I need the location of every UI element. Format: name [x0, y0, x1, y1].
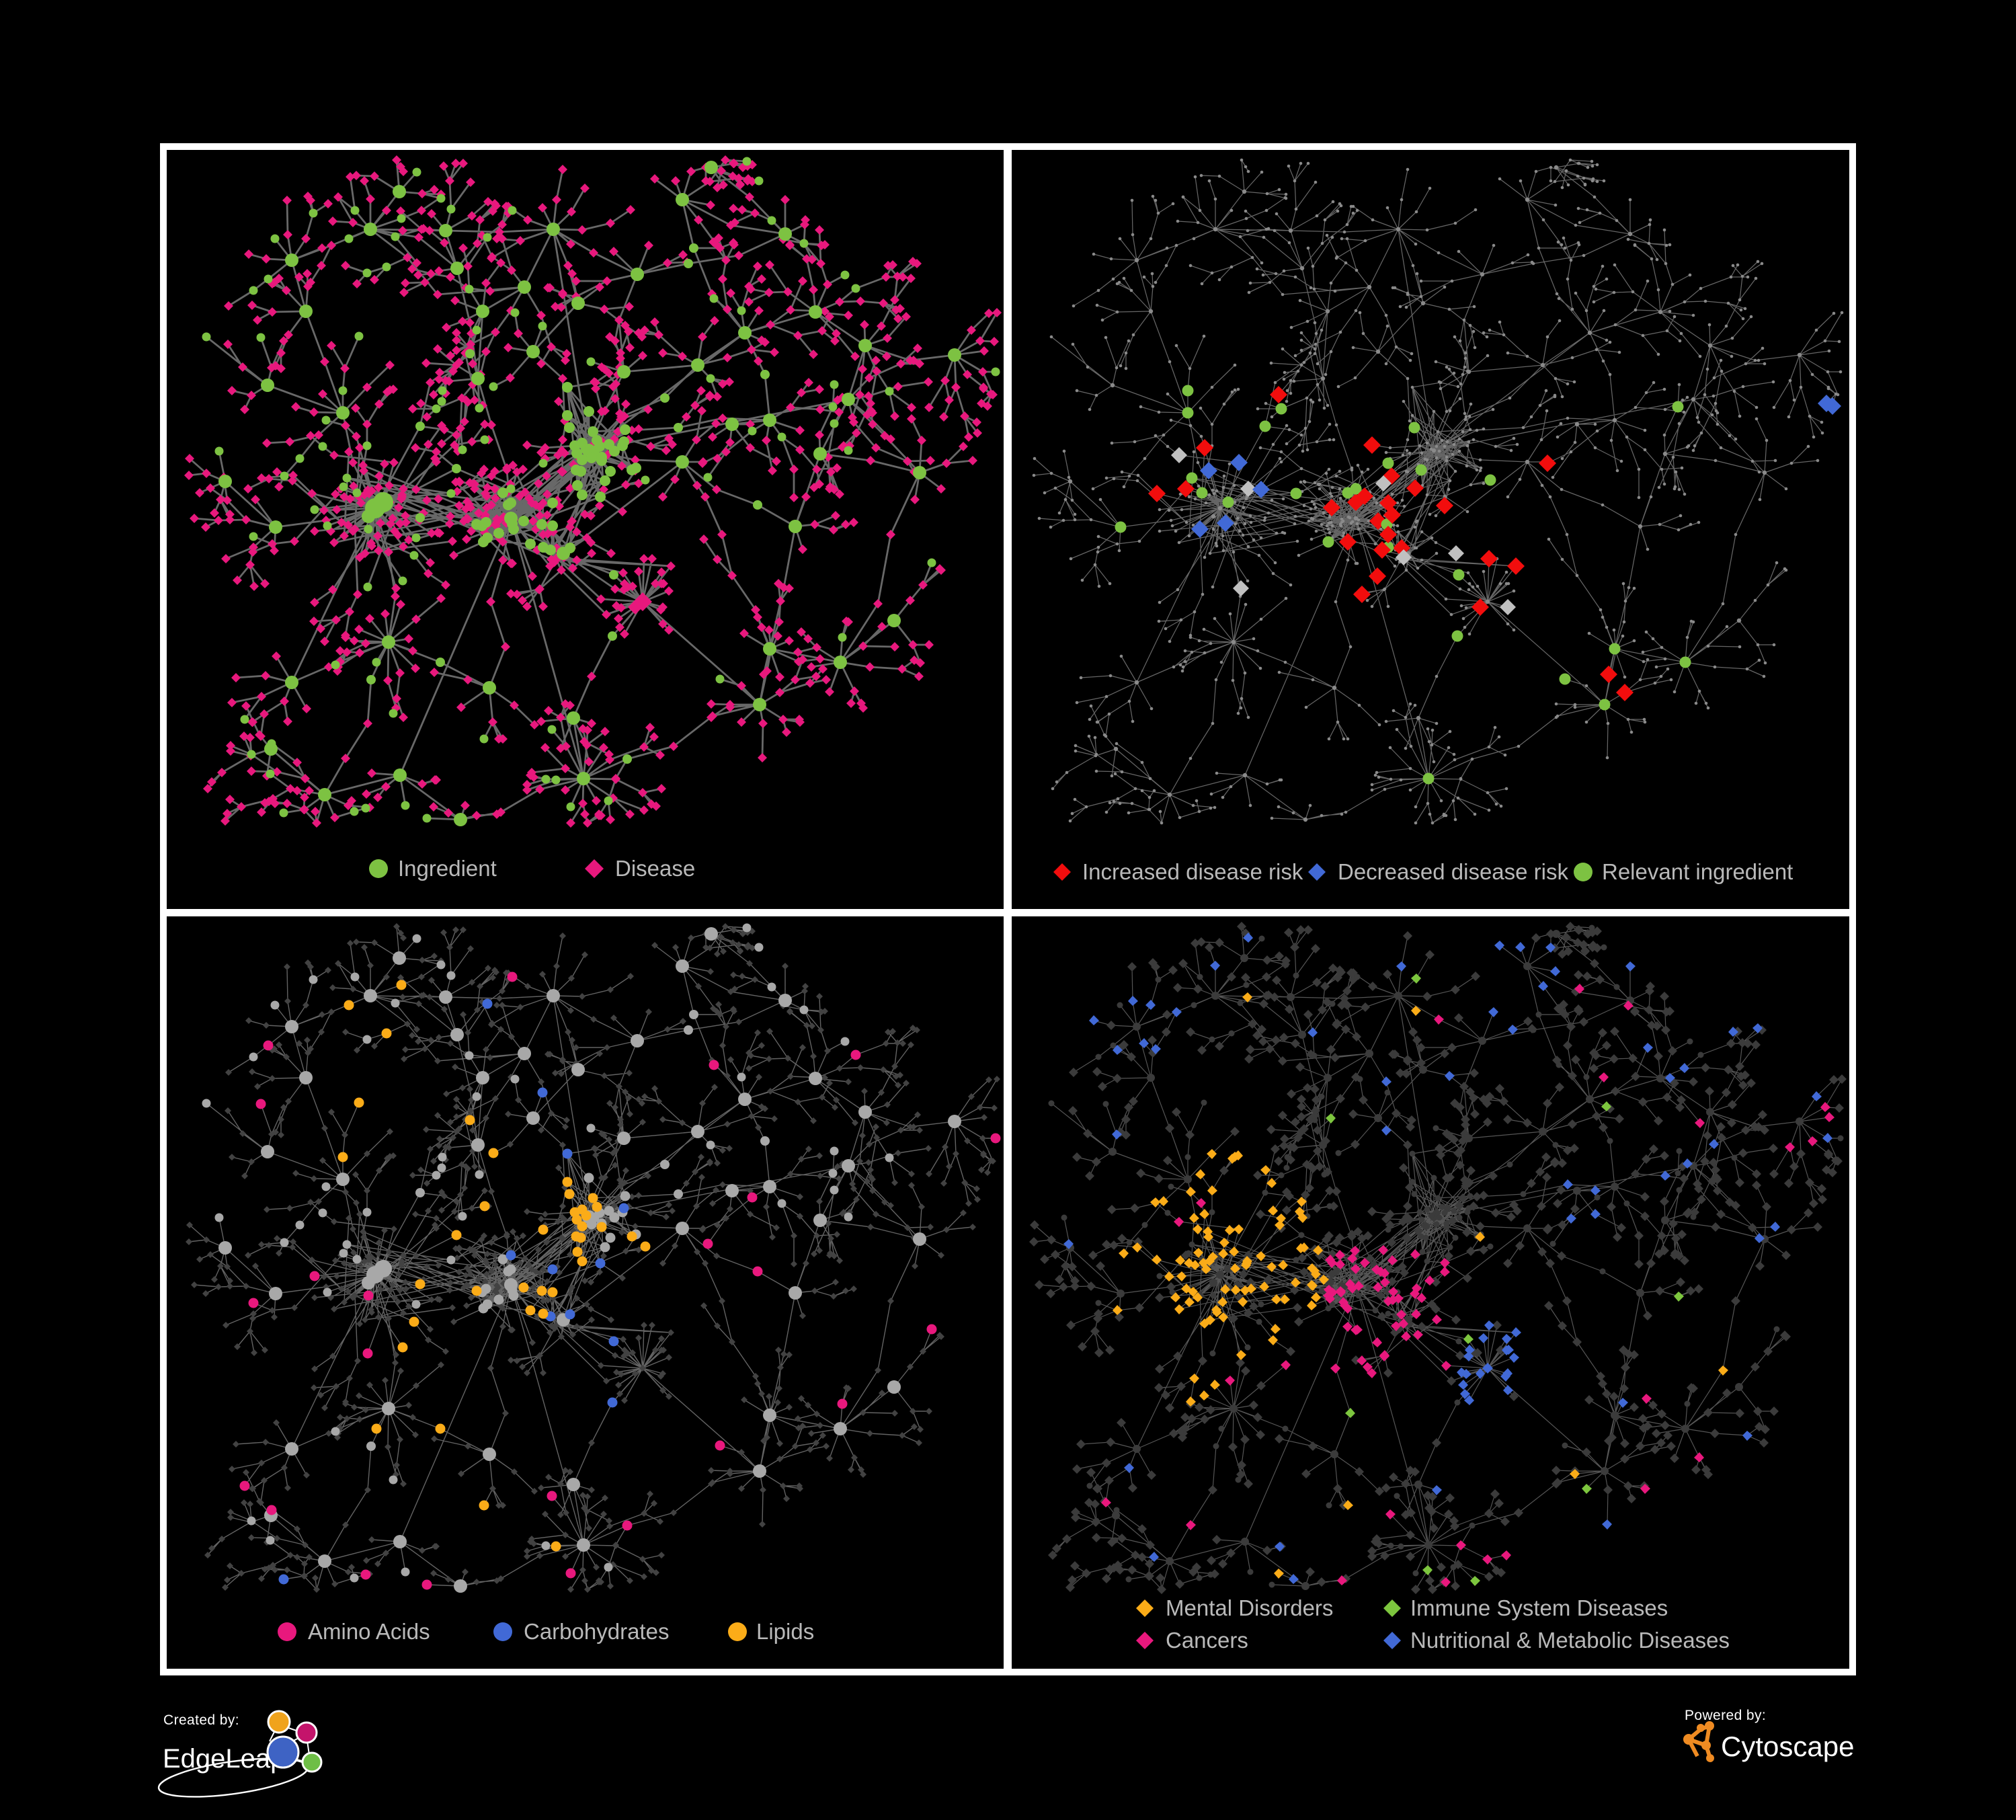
- svg-text:Decreased disease risk: Decreased disease risk: [1338, 859, 1568, 884]
- svg-text:Nutritional & Metabolic Diseas: Nutritional & Metabolic Diseases: [1410, 1628, 1730, 1653]
- svg-text:Carbohydrates: Carbohydrates: [524, 1619, 669, 1644]
- svg-text:Cytoscape: Cytoscape: [1721, 1731, 1854, 1762]
- svg-text:EdgeLeap: EdgeLeap: [163, 1744, 285, 1774]
- svg-text:Lipids: Lipids: [756, 1619, 814, 1644]
- svg-text:Increased disease risk: Increased disease risk: [1082, 859, 1303, 884]
- svg-text:Mental Disorders: Mental Disorders: [1166, 1595, 1333, 1620]
- svg-text:Relevant ingredient: Relevant ingredient: [1602, 859, 1793, 884]
- svg-text:Ingredient: Ingredient: [398, 856, 497, 881]
- svg-text:Cancers: Cancers: [1166, 1628, 1248, 1653]
- svg-text:Immune System Diseases: Immune System Diseases: [1410, 1595, 1668, 1620]
- svg-text:Disease: Disease: [615, 856, 695, 881]
- svg-text:Amino Acids: Amino Acids: [308, 1619, 430, 1644]
